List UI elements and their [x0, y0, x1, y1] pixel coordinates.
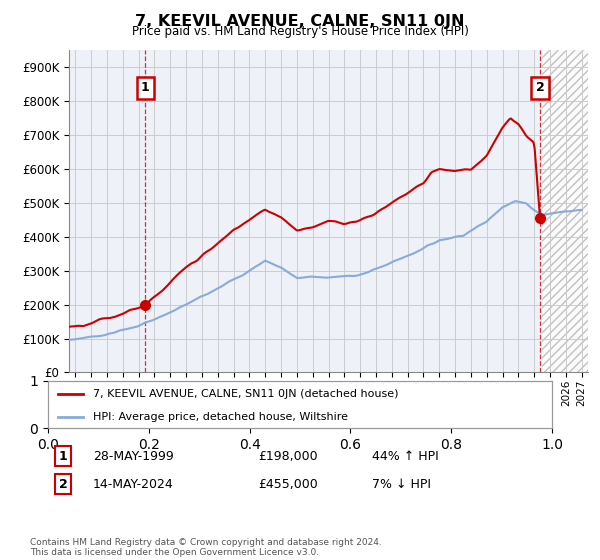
- Text: Price paid vs. HM Land Registry's House Price Index (HPI): Price paid vs. HM Land Registry's House …: [131, 25, 469, 38]
- Text: HPI: Average price, detached house, Wiltshire: HPI: Average price, detached house, Wilt…: [94, 412, 349, 422]
- Text: 7% ↓ HPI: 7% ↓ HPI: [372, 478, 431, 491]
- Bar: [542, 50, 588, 372]
- Text: Contains HM Land Registry data © Crown copyright and database right 2024.
This d: Contains HM Land Registry data © Crown c…: [30, 538, 382, 557]
- Text: 1: 1: [141, 81, 149, 94]
- Text: £455,000: £455,000: [258, 478, 318, 491]
- Bar: [542, 50, 588, 372]
- Text: 2: 2: [59, 478, 67, 491]
- Text: 44% ↑ HPI: 44% ↑ HPI: [372, 450, 439, 463]
- Text: 2: 2: [536, 81, 544, 94]
- Text: 28-MAY-1999: 28-MAY-1999: [93, 450, 174, 463]
- Text: 7, KEEVIL AVENUE, CALNE, SN11 0JN (detached house): 7, KEEVIL AVENUE, CALNE, SN11 0JN (detac…: [94, 389, 399, 399]
- Text: £198,000: £198,000: [258, 450, 317, 463]
- Text: 7, KEEVIL AVENUE, CALNE, SN11 0JN: 7, KEEVIL AVENUE, CALNE, SN11 0JN: [135, 14, 465, 29]
- Text: 14-MAY-2024: 14-MAY-2024: [93, 478, 174, 491]
- Text: 1: 1: [59, 450, 67, 463]
